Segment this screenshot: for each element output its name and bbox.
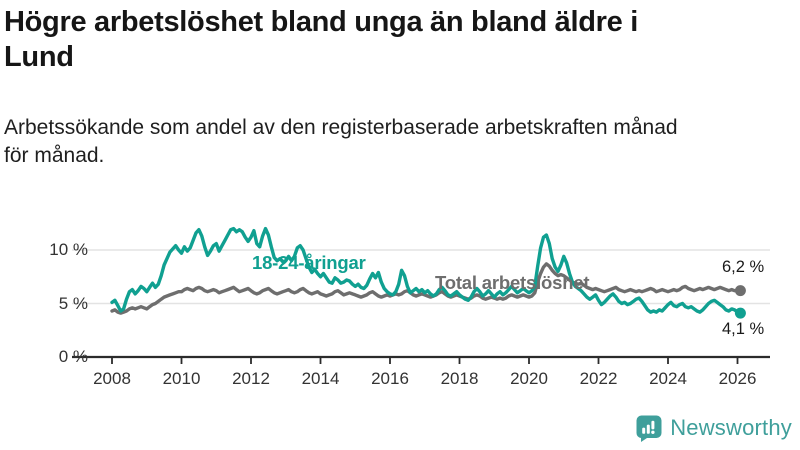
chart-subtitle-line-2: för månad. [4,144,105,168]
chart-subtitle-line-1: Arbetssökande som andel av den registerb… [4,116,678,139]
x-tick-label: 2022 [579,369,618,388]
page-title-line-1: Högre arbetslöshet bland unga än bland ä… [4,6,638,38]
page-title: Högre arbetslöshet bland unga än bland ä… [4,5,784,75]
newsworthy-logo[interactable]: Newsworthy [635,414,792,442]
x-tick-label: 2008 [93,369,131,388]
x-tick-label: 2010 [162,369,201,388]
series-label-total: Total arbetslöshet [435,272,590,293]
x-tick-label: 2024 [649,369,687,388]
y-tick-label: 0 % [58,347,88,366]
series-label-youth: 18-24-åringar [252,252,366,273]
x-tick-label: 2026 [718,369,757,388]
series-line-0 [110,262,743,315]
x-tick-label: 2020 [510,369,548,388]
page-title-line-2: Lund [4,40,74,73]
end-value-label-total: 6,2 % [722,258,765,276]
x-tick-label: 2012 [232,369,270,388]
x-tick-label: 2014 [301,369,340,388]
y-tick-label: 5 % [58,293,88,313]
end-value-label-youth: 4,1 % [722,320,765,338]
y-tick-label: 10 % [49,240,88,259]
newsworthy-speech-bubble-bar-chart-icon [636,415,662,442]
series-line-1 [110,226,743,315]
series-end-dot-0 [734,285,746,297]
brand-name: Newsworthy [670,415,792,440]
x-tick-label: 2018 [440,369,479,388]
chart-subtitle: Arbetssökande som andel av den registerb… [4,114,794,171]
x-tick-label: 2016 [371,369,409,388]
series-end-dot-1 [734,307,746,319]
